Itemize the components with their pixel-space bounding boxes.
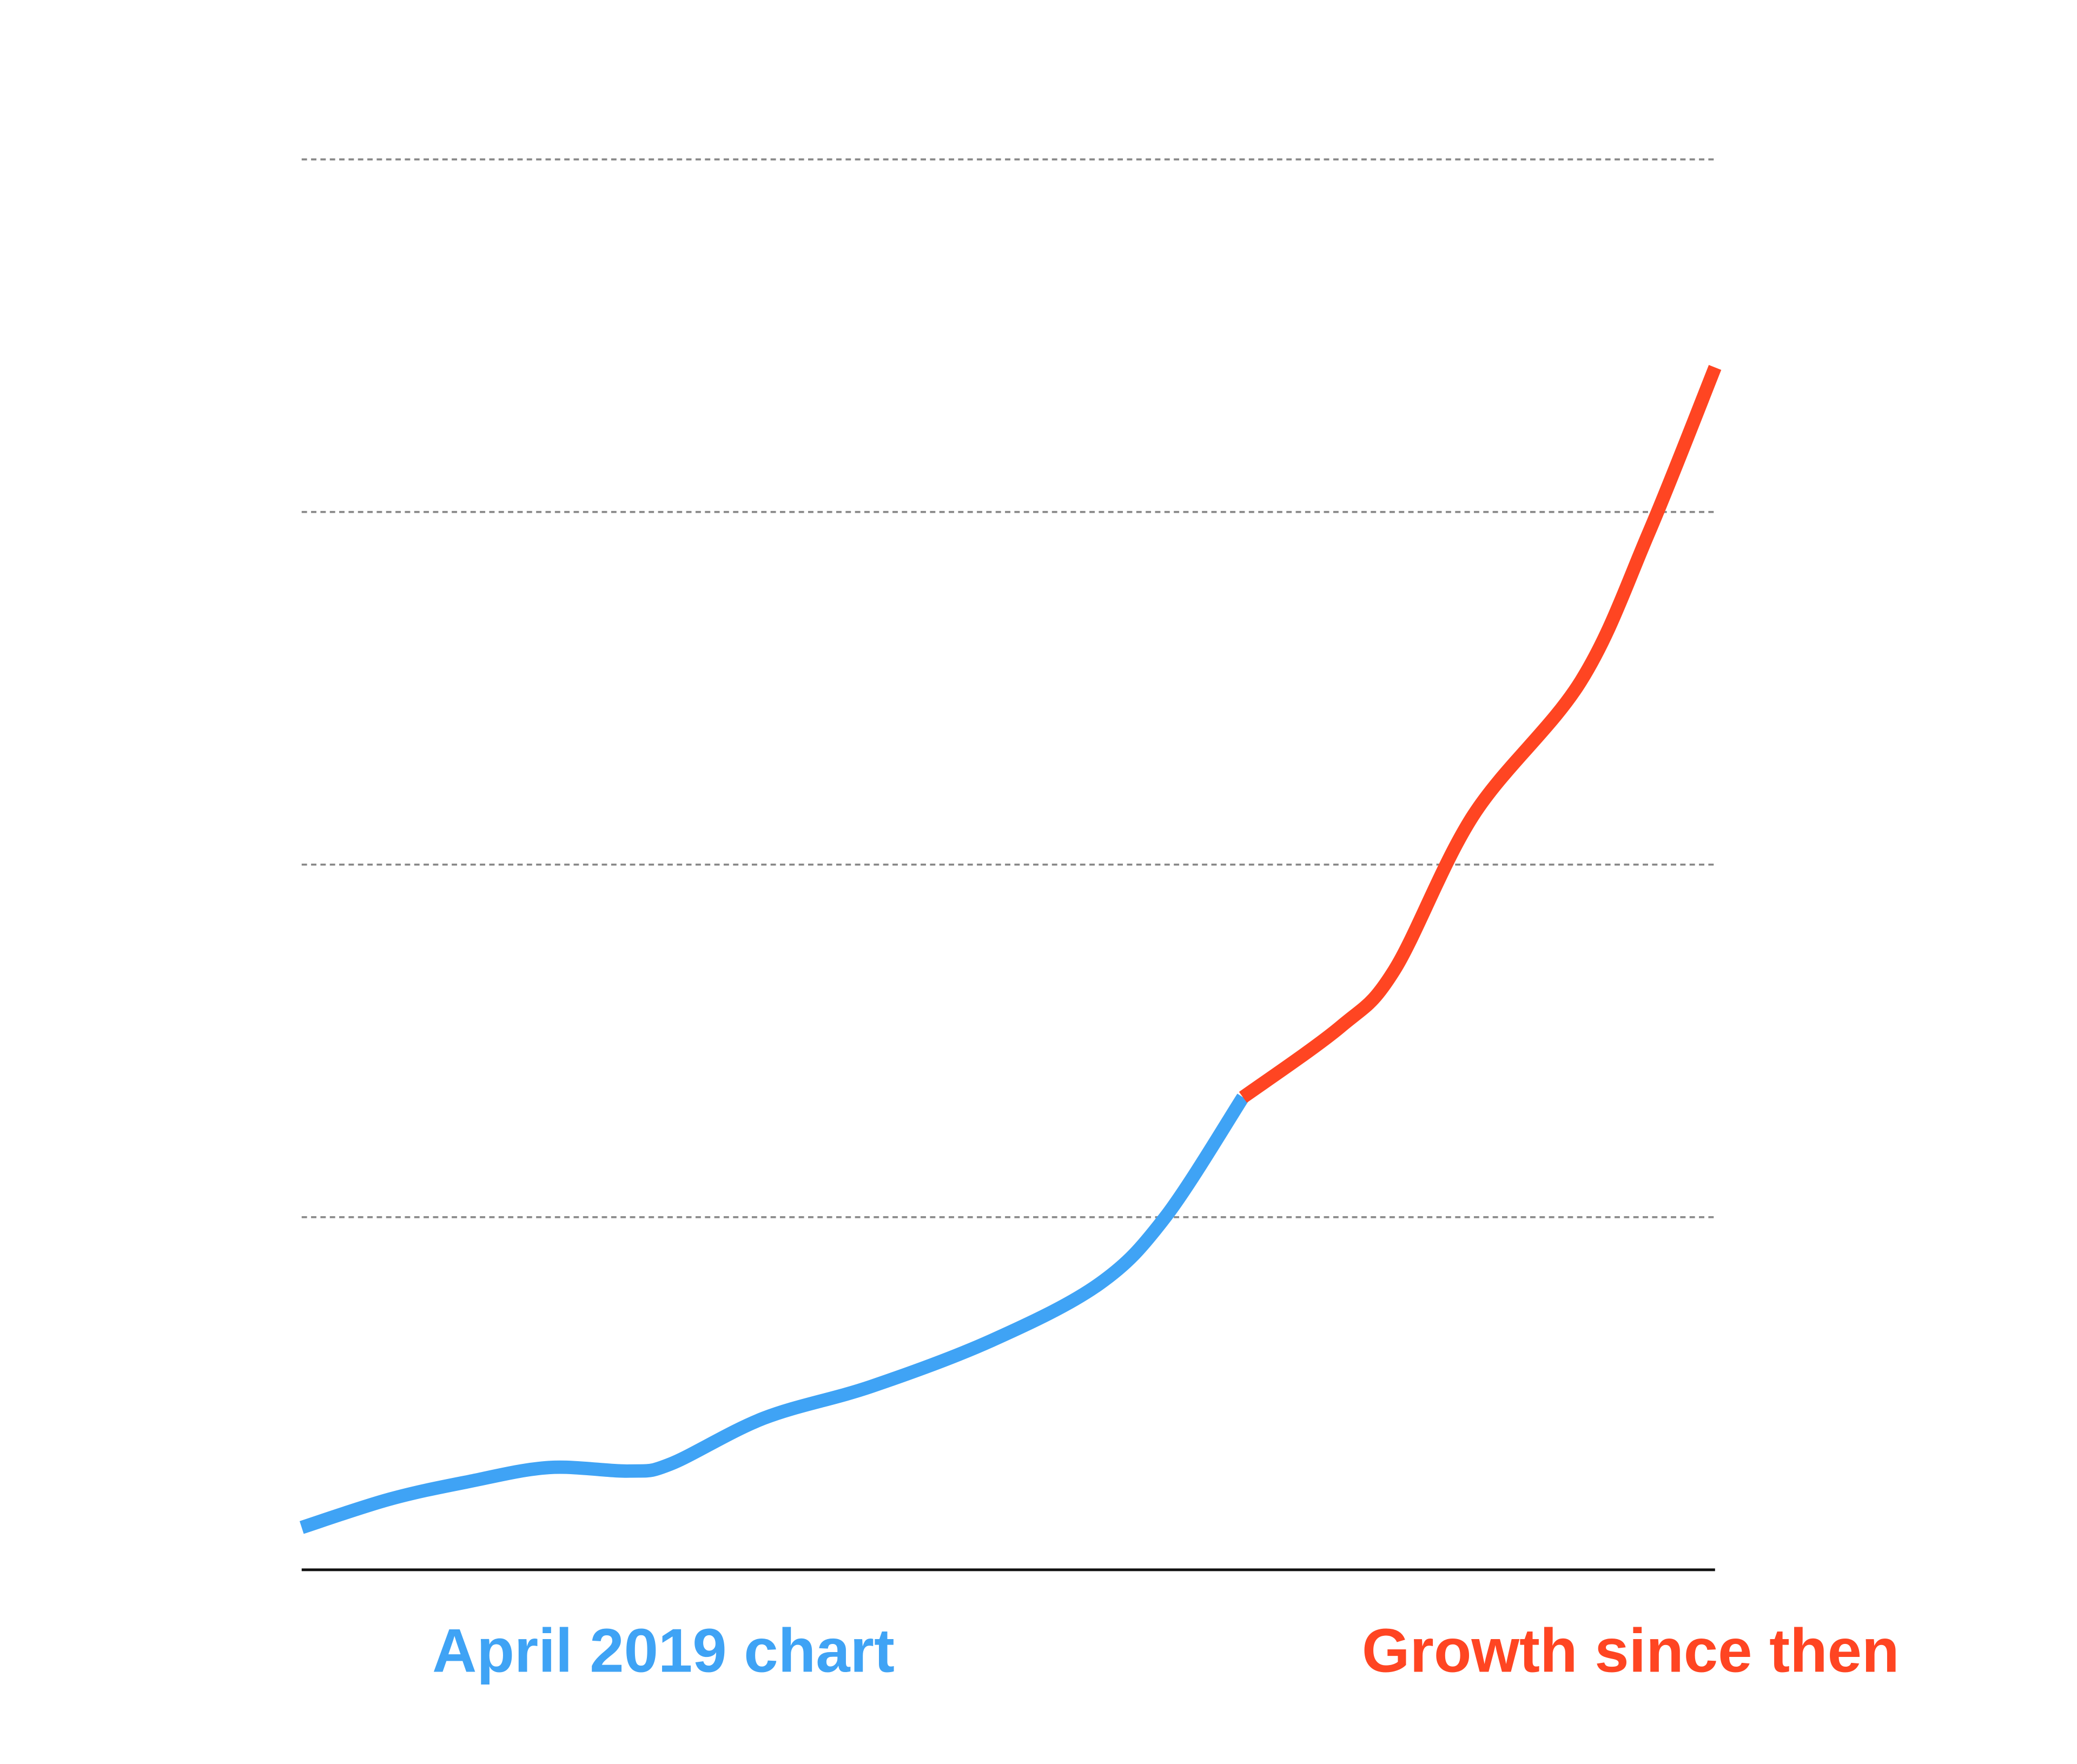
- line-series: [1239, 364, 1722, 1103]
- legend-label: April 2019 chart: [432, 1616, 895, 1685]
- line-series: [299, 1093, 1249, 1534]
- legend-label: Growth since then: [1362, 1616, 1900, 1685]
